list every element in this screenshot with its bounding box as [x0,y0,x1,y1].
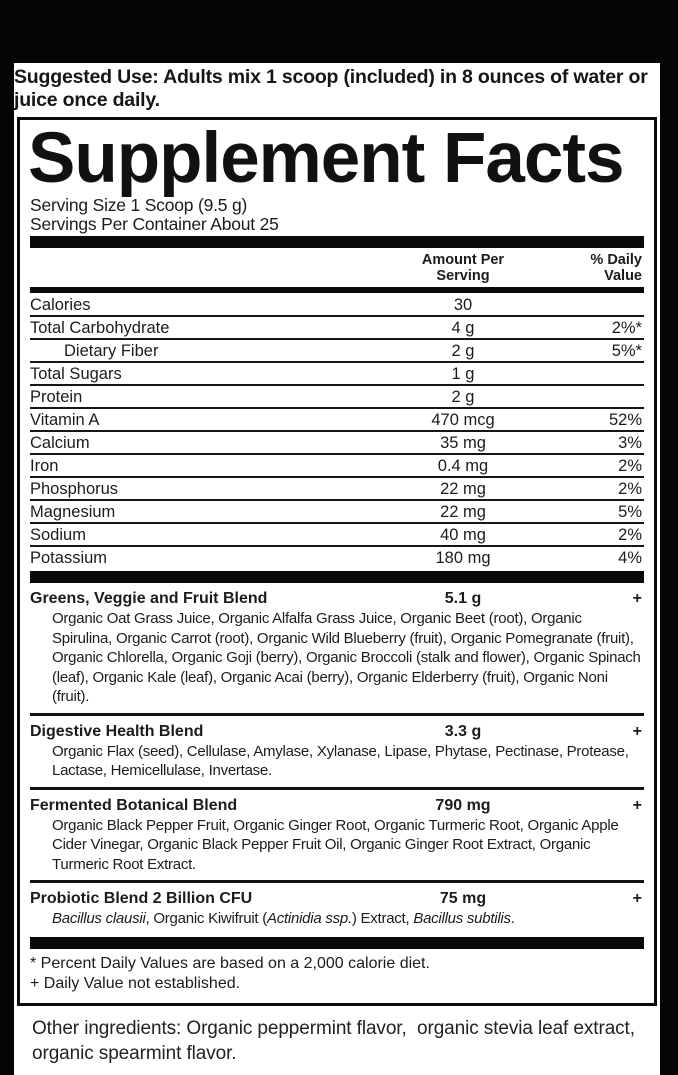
facts-header-row: Amount Per Serving % Daily Value [30,248,644,287]
suggested-use-text: Suggested Use: Adults mix 1 scoop (inclu… [14,65,660,112]
blend-section-probiotic: Probiotic Blend 2 Billion CFU 75 mg + Ba… [30,883,644,934]
nutrient-amount: 40 mg [440,526,486,544]
blend-separator [30,712,644,716]
nutrient-daily-value: 4% [618,549,642,567]
separator-bar-thick-bottom [30,936,644,949]
daily-value-header: % Daily Value [590,252,642,284]
suggested-use-body: Adults mix 1 scoop (included) in 8 ounce… [14,66,648,111]
footnote-daily-values: * Percent Daily Values are based on a 2,… [30,954,430,972]
blend-section-digestive: Digestive Health Blend 3.3 g + Organic F… [30,716,644,786]
label-white-area: Suggested Use: Adults mix 1 scoop (inclu… [14,63,660,1075]
blend-dv-plus: + [632,890,642,907]
blend-separator [30,786,644,790]
nutrient-row-total-sugars: Total Sugars 1 g [30,361,644,384]
blend-ingredients: Organic Oat Grass Juice, Organic Alfalfa… [52,610,641,705]
footnote-dv-not-established: + Daily Value not established. [30,975,241,992]
nutrient-amount: 22 mg [440,480,486,498]
nutrient-row-potassium: Potassium 180 mg 4% [30,545,644,568]
nutrient-amount: 2 g [451,342,475,360]
servings-per-container-line: Servings Per Container About 25 [30,213,279,234]
nutrient-name: Protein [30,388,83,406]
nutrient-daily-value: 5%* [611,342,642,360]
nutrient-name: Iron [30,457,59,475]
blend-header-row: Probiotic Blend 2 Billion CFU 75 mg + [30,885,644,908]
blend-ingredients: Bacillus clausii, Organic Kiwifruit (Act… [52,910,515,927]
blend-section-greens: Greens, Veggie and Fruit Blend 5.1 g + O… [30,583,644,712]
nutrient-daily-value: 3% [618,434,642,452]
header-spacer [30,252,378,284]
nutrient-daily-value [548,365,644,383]
nutrient-daily-value: 2% [618,457,642,475]
nutrient-row-iron: Iron 0.4 mg 2% [30,453,644,476]
nutrient-name: Phosphorus [30,480,119,498]
blend-header-row: Greens, Veggie and Fruit Blend 5.1 g + [30,585,644,608]
nutrient-row-phosphorus: Phosphorus 22 mg 2% [30,476,644,499]
blend-dv-plus: + [632,722,642,740]
nutrient-row-magnesium: Magnesium 22 mg 5% [30,499,644,522]
suggested-use-label: Suggested Use: [14,66,159,88]
blend-amount: 790 mg [435,796,491,814]
blend-header-row: Digestive Health Blend 3.3 g + [30,718,644,741]
nutrient-name: Calories [30,296,91,314]
nutrient-row-total-carbohydrate: Total Carbohydrate 4 g 2%* [30,315,644,338]
nutrient-name: Magnesium [30,503,116,521]
blend-ingredients: Organic Flax (seed), Cellulase, Amylase,… [52,742,629,780]
separator-bar-thick-top [30,236,644,248]
nutrient-row-vitamin-a: Vitamin A 470 mcg 52% [30,407,644,430]
label-image: { "page": { "background_color": "#050505… [0,63,678,1075]
nutrient-amount: 2 g [451,388,475,406]
nutrient-name: Vitamin A [30,411,100,429]
nutrient-amount: 0.4 mg [437,457,489,475]
nutrient-name: Dietary Fiber [64,342,159,360]
serving-size-line: Serving Size 1 Scoop (9.5 g) [30,195,248,215]
nutrient-daily-value: 5% [618,503,642,521]
nutrient-daily-value: 2%* [611,319,642,337]
nutrient-name: Total Sugars [30,365,122,383]
blend-separator [30,880,644,883]
nutrient-amount: 470 mcg [431,411,495,429]
footnotes: * Percent Daily Values are based on a 2,… [30,949,644,997]
blend-section-fermented: Fermented Botanical Blend 790 mg + Organ… [30,790,644,880]
blend-amount: 3.3 g [444,722,482,740]
nutrient-amount: 1 g [451,365,475,383]
nutrient-amount: 4 g [451,319,475,337]
separator-bar-thick-middle [30,571,644,583]
supplement-facts-title: Supplement Facts [28,119,625,198]
blend-name: Probiotic Blend 2 Billion CFU [30,890,253,907]
nutrient-daily-value: 2% [618,480,642,498]
blend-dv-plus: + [632,590,642,607]
nutrient-row-calories: Calories 30 [30,293,644,315]
nutrient-daily-value [548,296,644,314]
blend-dv-plus: + [632,796,642,814]
header-separator-bar [30,287,644,293]
blend-name: Digestive Health Blend [30,722,204,740]
blend-amount: 75 mg [439,890,487,907]
nutrient-row-protein: Protein 2 g [30,384,644,407]
nutrient-amount: 22 mg [440,503,486,521]
nutrient-amount: 35 mg [440,434,486,452]
other-ingredients-text: Other ingredients: Organic peppermint fl… [32,1017,641,1065]
supplement-facts-box: Supplement Facts Serving Size 1 Scoop (9… [17,117,657,1006]
nutrient-daily-value [548,388,644,406]
blend-name: Greens, Veggie and Fruit Blend [30,590,268,607]
nutrient-name: Sodium [30,526,86,544]
amount-per-serving-header: Amount Per Serving [421,252,505,284]
nutrient-row-dietary-fiber: Dietary Fiber 2 g 5%* [30,338,644,361]
nutrient-daily-value: 52% [608,411,642,429]
nutrient-amount: 180 mg [435,549,491,567]
nutrient-amount: 30 [453,296,473,314]
nutrient-daily-value: 2% [618,526,642,544]
nutrient-name: Calcium [30,434,90,452]
nutrient-name: Potassium [30,549,108,567]
nutrient-row-sodium: Sodium 40 mg 2% [30,522,644,545]
blend-ingredients: Organic Black Pepper Fruit, Organic Ging… [52,816,619,873]
nutrient-name: Total Carbohydrate [30,319,170,337]
blend-name: Fermented Botanical Blend [30,796,238,814]
blend-header-row: Fermented Botanical Blend 790 mg + [30,792,644,815]
blend-amount: 5.1 g [444,590,482,607]
nutrient-row-calcium: Calcium 35 mg 3% [30,430,644,453]
